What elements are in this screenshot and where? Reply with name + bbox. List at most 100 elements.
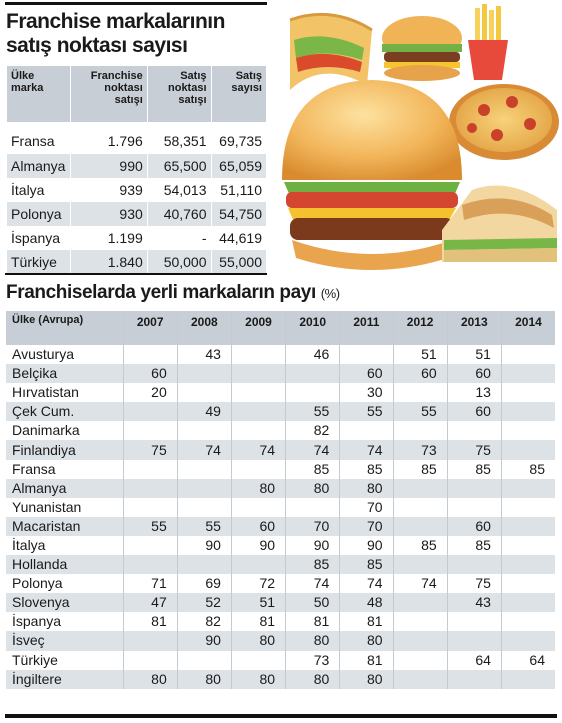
column-header: Ülke (Avrupa) bbox=[6, 311, 124, 345]
value-cell bbox=[501, 535, 555, 556]
value-cell bbox=[501, 593, 555, 613]
value-cell: 40,760 bbox=[147, 202, 212, 226]
pizza-icon bbox=[449, 84, 559, 160]
value-cell bbox=[501, 440, 555, 460]
value-cell: 51 bbox=[231, 593, 287, 613]
value-cell: - bbox=[147, 226, 212, 250]
value-cell: 30 bbox=[339, 383, 394, 403]
table-row: Slovenya 47 52 51 50 48 43 bbox=[6, 593, 555, 613]
value-cell bbox=[393, 421, 448, 441]
value-cell: 81 bbox=[339, 612, 394, 632]
value-cell bbox=[447, 497, 502, 517]
value-cell: 90 bbox=[177, 631, 232, 651]
value-cell: 90 bbox=[231, 535, 287, 556]
value-cell: 46 bbox=[285, 345, 341, 365]
value-cell: 80 bbox=[231, 669, 287, 689]
value-cell: 60 bbox=[447, 402, 502, 422]
value-cell bbox=[501, 383, 555, 403]
fries-icon bbox=[468, 4, 508, 80]
country-cell: Avusturya bbox=[6, 345, 124, 365]
value-cell bbox=[123, 345, 178, 365]
country-cell: Türkiye bbox=[6, 650, 124, 670]
value-cell: 54,750 bbox=[211, 202, 268, 226]
value-cell: 65,500 bbox=[147, 154, 212, 178]
table-row: Polonya 930 40,760 54,750 bbox=[7, 202, 268, 226]
value-cell: 80 bbox=[285, 478, 341, 498]
table-row: İngiltere 80 80 80 80 80 bbox=[6, 669, 555, 689]
value-cell: 60 bbox=[393, 364, 448, 384]
value-cell: 52 bbox=[177, 593, 232, 613]
value-cell: 990 bbox=[70, 154, 148, 178]
country-cell: Slovenya bbox=[6, 593, 124, 613]
column-header: 2014 bbox=[501, 311, 555, 345]
country-cell: İsveç bbox=[6, 631, 124, 651]
value-cell: 82 bbox=[177, 612, 232, 632]
value-cell bbox=[501, 555, 555, 575]
value-cell bbox=[231, 421, 287, 441]
value-cell: 70 bbox=[339, 497, 394, 517]
value-cell: 73 bbox=[285, 650, 341, 670]
value-cell: 55 bbox=[285, 402, 341, 422]
value-cell: 69 bbox=[177, 574, 232, 594]
value-cell: 64 bbox=[447, 650, 502, 670]
table-row: İtalya 90 90 90 90 85 85 bbox=[6, 535, 555, 556]
value-cell: 80 bbox=[177, 669, 232, 689]
table-row: İtalya 939 54,013 51,110 bbox=[7, 178, 268, 202]
value-cell bbox=[339, 421, 394, 441]
value-cell: 64 bbox=[501, 650, 555, 670]
country-cell: Hollanda bbox=[6, 555, 124, 575]
value-cell: 69,735 bbox=[211, 122, 268, 154]
value-cell: 50,000 bbox=[147, 250, 212, 274]
taco-icon bbox=[289, 12, 373, 90]
value-cell: 44,619 bbox=[211, 226, 268, 250]
value-cell bbox=[447, 478, 502, 498]
table-row: İspanya 81 82 81 81 81 bbox=[6, 612, 555, 632]
country-cell: Danimarka bbox=[6, 421, 124, 441]
value-cell bbox=[501, 478, 555, 498]
value-cell bbox=[177, 364, 232, 384]
table-row: Yunanistan 70 bbox=[6, 497, 555, 517]
table-row: Almanya 990 65,500 65,059 bbox=[7, 154, 268, 178]
value-cell bbox=[285, 364, 341, 384]
value-cell bbox=[285, 383, 341, 403]
column-header: 2012 bbox=[393, 311, 448, 345]
value-cell: 1.840 bbox=[70, 250, 148, 274]
value-cell: 47 bbox=[123, 593, 178, 613]
column-header: 2013 bbox=[447, 311, 502, 345]
value-cell bbox=[447, 669, 502, 689]
value-cell bbox=[177, 497, 232, 517]
value-cell: 73 bbox=[393, 440, 448, 460]
value-cell: 80 bbox=[285, 669, 341, 689]
value-cell: 54,013 bbox=[147, 178, 212, 202]
value-cell: 85 bbox=[393, 459, 448, 479]
value-cell bbox=[501, 364, 555, 384]
value-cell bbox=[231, 383, 287, 403]
table-row: Fransa 85 85 85 85 85 bbox=[6, 459, 555, 479]
value-cell: 71 bbox=[123, 574, 178, 594]
column-header: Satış noktası satışı bbox=[147, 66, 212, 122]
value-cell bbox=[447, 555, 502, 575]
value-cell: 80 bbox=[231, 631, 287, 651]
top-rule bbox=[5, 2, 267, 5]
value-cell: 90 bbox=[285, 535, 341, 556]
value-cell: 60 bbox=[123, 364, 178, 384]
table2-title-text: Franchiselarda yerli markaların payı bbox=[6, 282, 316, 303]
value-cell: 85 bbox=[447, 535, 502, 556]
value-cell: 74 bbox=[339, 574, 394, 594]
sandwich-icon bbox=[442, 185, 557, 262]
value-cell: 13 bbox=[447, 383, 502, 403]
value-cell bbox=[231, 555, 287, 575]
value-cell: 20 bbox=[123, 383, 178, 403]
table1-title: Franchise markalarının satış noktası say… bbox=[6, 10, 225, 57]
value-cell bbox=[123, 421, 178, 441]
column-header: 2010 bbox=[285, 311, 341, 345]
value-cell bbox=[501, 345, 555, 365]
value-cell bbox=[501, 516, 555, 536]
value-cell bbox=[447, 612, 502, 632]
value-cell bbox=[393, 669, 448, 689]
value-cell bbox=[501, 497, 555, 517]
value-cell: 75 bbox=[447, 440, 502, 460]
value-cell: 75 bbox=[123, 440, 178, 460]
bottom-rule bbox=[5, 714, 557, 718]
country-cell: İtalya bbox=[7, 178, 72, 202]
